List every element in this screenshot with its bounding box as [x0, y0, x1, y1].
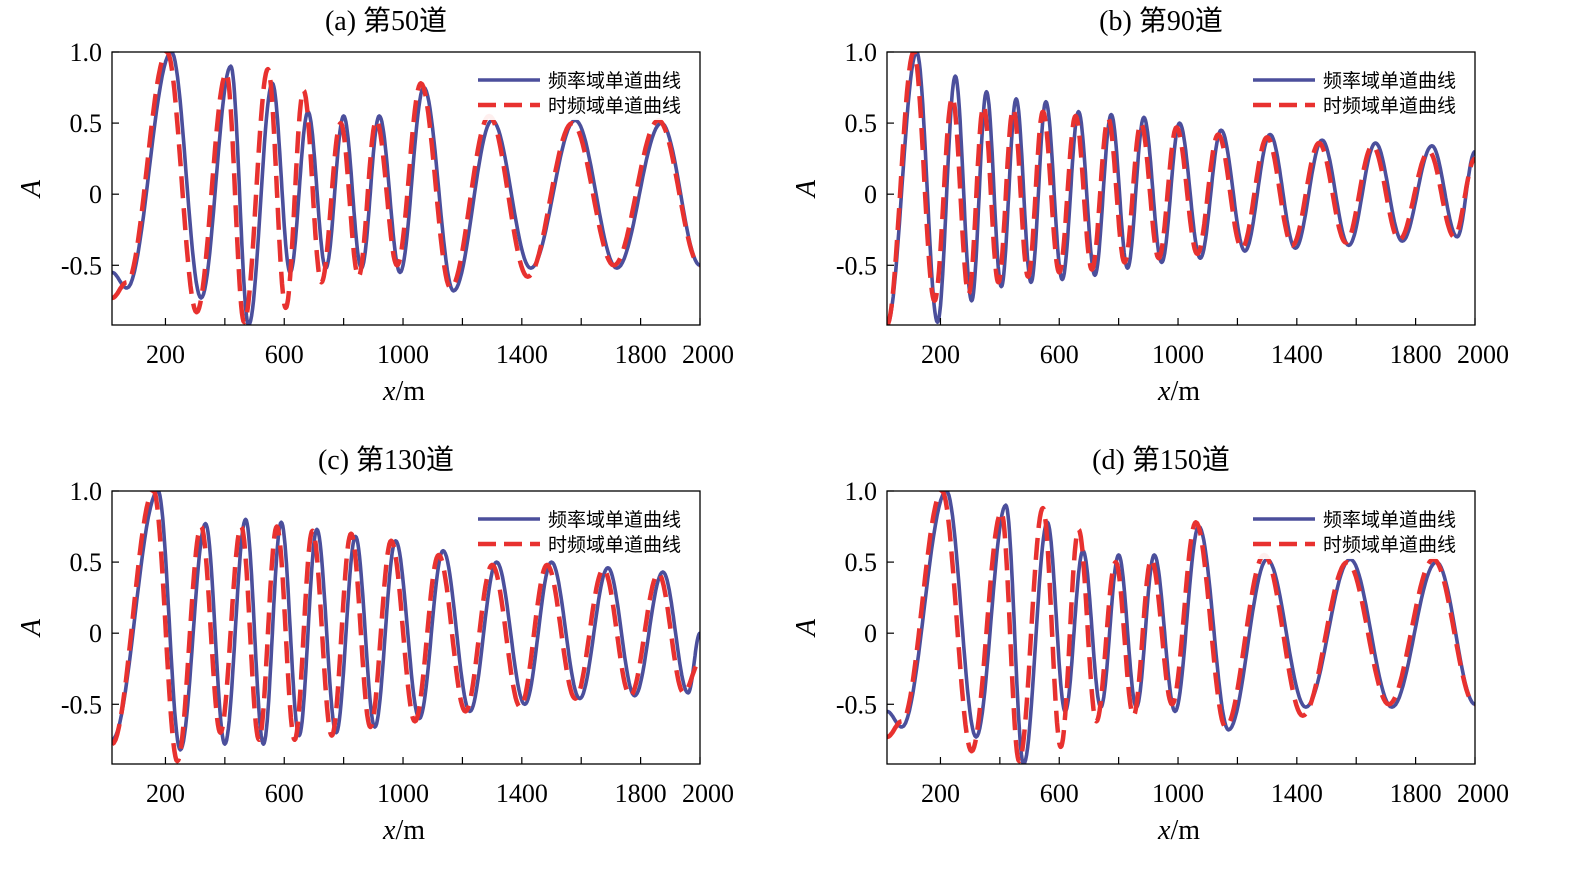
x-tick-label: 2000	[1457, 779, 1509, 808]
x-tick-label: 1800	[1390, 779, 1442, 808]
x-tick-label: 200	[146, 779, 185, 808]
x-axis-label-var: x	[382, 376, 396, 407]
legend-background	[470, 64, 684, 120]
x-axis-label-var: x	[382, 815, 396, 846]
y-tick-label: 1.0	[845, 38, 878, 67]
x-tick-label: 1000	[1152, 779, 1204, 808]
x-axis-label-unit: /m	[1170, 815, 1200, 846]
x-tick-label: 1800	[615, 779, 667, 808]
y-tick-label: 0	[89, 180, 102, 209]
y-tick-label: -0.5	[836, 251, 877, 280]
legend-label: 频率域单道曲线	[548, 509, 681, 531]
y-tick-label: -0.5	[61, 251, 102, 280]
x-axis-label-unit: /m	[1170, 376, 1200, 407]
x-tick-label: 1400	[496, 340, 548, 369]
legend-label: 频率域单道曲线	[1323, 509, 1456, 531]
x-tick-label: 1000	[377, 779, 429, 808]
plot-frame	[111, 490, 701, 765]
legend-label: 时频域单道曲线	[1323, 95, 1456, 117]
x-axis-label: x/m	[1157, 815, 1200, 846]
y-tick-label: 0.5	[70, 548, 103, 577]
plot-frame	[111, 51, 701, 326]
series-line-timefreq	[887, 52, 1475, 325]
x-tick-label: 1000	[377, 340, 429, 369]
x-axis-label-var: x	[1157, 376, 1171, 407]
y-tick-label: 1.0	[70, 477, 103, 506]
chart-panel-4: 1.0 0.5 0 -0.5 200 600 1000 1400 1800 2000 (d) 第15…	[791, 444, 1509, 846]
x-tick-label: 600	[265, 340, 304, 369]
chart-title: (b) 第90道	[1099, 5, 1223, 37]
legend-label: 时频域单道曲线	[1323, 534, 1456, 556]
legend-label: 时频域单道曲线	[548, 95, 681, 117]
y-axis-label: A	[791, 618, 822, 638]
x-tick-label: 1400	[1271, 340, 1323, 369]
chart-title: (a) 第50道	[325, 5, 447, 37]
x-tick-label: 1000	[1152, 340, 1204, 369]
chart-panel-1: 1.0 0.5 0 -0.5 200 600 1000 1400 1800 2000 (a) 第50…	[16, 5, 734, 407]
chart-title: (c) 第130道	[318, 444, 454, 476]
x-tick-label: 2000	[1457, 340, 1509, 369]
y-tick-label: 0.5	[845, 109, 878, 138]
x-tick-label: 1800	[1390, 340, 1442, 369]
x-tick-label: 1400	[1271, 779, 1323, 808]
x-axis-label-var: x	[1157, 815, 1171, 846]
y-tick-label: 0.5	[70, 109, 103, 138]
y-tick-label: -0.5	[836, 690, 877, 719]
chart-title: (d) 第150道	[1092, 444, 1230, 476]
y-axis-label: A	[16, 618, 47, 638]
chart-panel-3: 1.0 0.5 0 -0.5 200 600 1000 1400 1800 2000 (c) 第13…	[16, 444, 734, 846]
x-tick-label: 2000	[682, 340, 734, 369]
chart-panel-2: 1.0 0.5 0 -0.5 200 600 1000 1400 1800 2000 (b) 第90…	[791, 5, 1509, 407]
x-axis-label: x/m	[382, 815, 425, 846]
plot-frame	[886, 490, 1476, 765]
series-line-timefreq	[112, 52, 700, 325]
x-tick-label: 200	[921, 340, 960, 369]
series-line-freq	[887, 52, 1475, 325]
x-axis-label-unit: /m	[395, 815, 425, 846]
y-tick-label: 1.0	[845, 477, 878, 506]
x-axis-label: x/m	[1157, 376, 1200, 407]
legend-label: 频率域单道曲线	[1323, 70, 1456, 92]
y-tick-label: 0.5	[845, 548, 878, 577]
x-tick-label: 200	[921, 779, 960, 808]
series-line-timefreq	[887, 491, 1475, 764]
legend-label: 时频域单道曲线	[548, 534, 681, 556]
legend-background	[1245, 503, 1459, 559]
y-tick-label: 0	[864, 619, 877, 648]
x-axis-label-unit: /m	[395, 376, 425, 407]
y-tick-label: 1.0	[70, 38, 103, 67]
x-tick-label: 1800	[615, 340, 667, 369]
x-tick-label: 200	[146, 340, 185, 369]
series-line-freq	[112, 491, 700, 752]
x-tick-label: 2000	[682, 779, 734, 808]
x-tick-label: 1400	[496, 779, 548, 808]
x-tick-label: 600	[1040, 340, 1079, 369]
legend-background	[470, 503, 684, 559]
y-tick-label: 0	[864, 180, 877, 209]
legend-label: 频率域单道曲线	[548, 70, 681, 92]
y-tick-label: -0.5	[61, 690, 102, 719]
legend-background	[1245, 64, 1459, 120]
series-line-timefreq	[112, 491, 700, 764]
x-tick-label: 600	[265, 779, 304, 808]
y-axis-label: A	[791, 179, 822, 199]
x-axis-label: x/m	[382, 376, 425, 407]
x-tick-label: 600	[1040, 779, 1079, 808]
plot-frame	[886, 51, 1476, 326]
y-axis-label: A	[16, 179, 47, 199]
y-tick-label: 0	[89, 619, 102, 648]
